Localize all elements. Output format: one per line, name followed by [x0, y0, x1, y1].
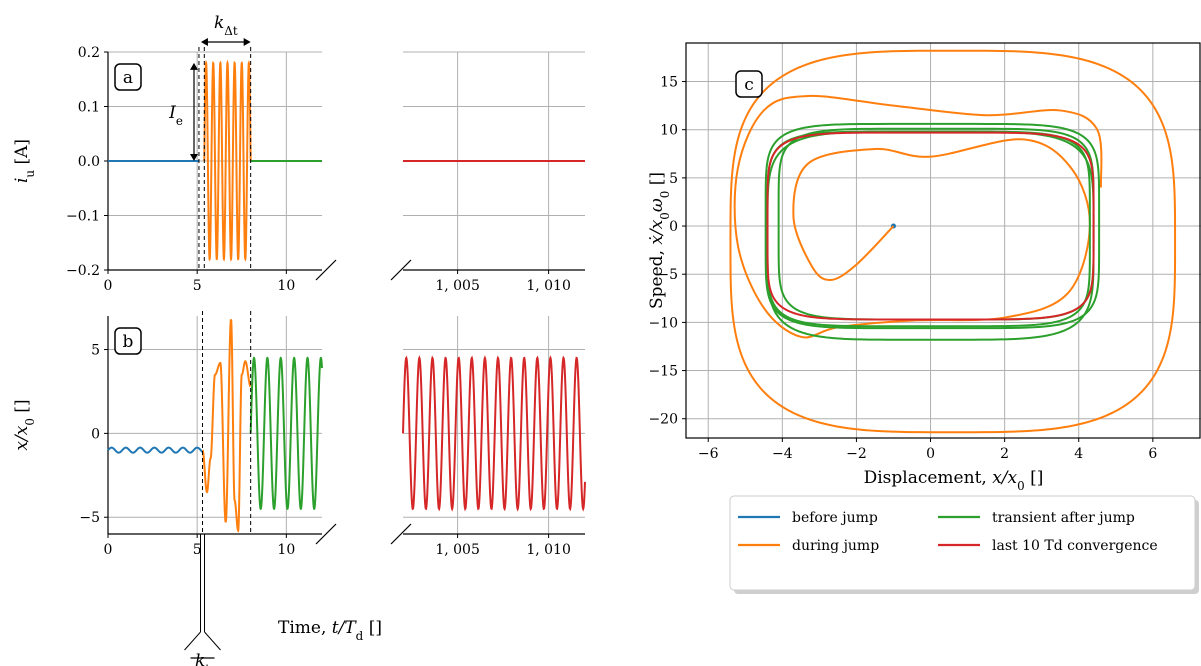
y-tick-label: 5: [669, 171, 678, 187]
x-tick-label: 1, 010: [526, 542, 571, 558]
panel-label: b: [123, 332, 134, 352]
axis-break: [315, 259, 337, 281]
legend: before jump during jump transient after ju…: [729, 495, 1199, 594]
x-tick-label: 5: [193, 278, 202, 294]
x-tick-label: 1, 005: [435, 542, 480, 558]
series-line-transient-after-jump: [764, 122, 1101, 330]
y-tick-label: −0.1: [66, 209, 100, 225]
ie-label: Ie: [168, 103, 183, 128]
y-tick-label: −20: [648, 412, 678, 428]
y-axis-label: iu [A]: [12, 139, 37, 183]
kt0-label: kt: [195, 651, 210, 666]
arrow-head: [200, 38, 208, 46]
legend-box: [729, 495, 1196, 591]
k-delta-t-label: kΔt: [214, 13, 238, 38]
series-line-transient-after-jump: [777, 127, 1095, 321]
panel-label: c: [744, 75, 754, 95]
series-line-transient-after-jump: [766, 130, 1091, 328]
axis-break: [315, 523, 337, 545]
series-line-during-jump: [201, 319, 252, 533]
plot-frame: [685, 42, 1201, 439]
x-tick-label: 1, 005: [435, 278, 480, 294]
legend-label: before jump: [792, 510, 878, 526]
panel-label-box: [114, 63, 142, 91]
y-tick-label: 10: [660, 123, 678, 139]
arrow-head: [190, 62, 198, 70]
x-tick-label: 6: [1148, 446, 1157, 462]
kt0-funnel: [184, 631, 221, 651]
series-line-last-10-Td-convergence: [766, 131, 1095, 321]
y-tick-label: 0.2: [78, 45, 100, 61]
legend-label: during jump: [792, 538, 879, 554]
axis-break: [390, 523, 412, 545]
series-line-transient-after-jump: [249, 356, 323, 511]
x-tick-label: 0: [926, 446, 935, 462]
y-tick-label: −0.2: [66, 263, 100, 279]
x-tick-label: 10: [277, 278, 295, 294]
y-tick-label: 5: [91, 343, 100, 359]
y-tick-label: −15: [648, 364, 678, 380]
x-axis-label: Displacement, x/x0 []: [864, 468, 1044, 493]
series-line-during-jump: [729, 49, 1177, 434]
y-tick-label: 0.0: [78, 154, 100, 170]
panel-a: −0.2 −0.1 0.0 0.1 0.2 0 5 10 1, 005 1, 010 a iu [A]: [12, 45, 585, 294]
y-axis-label: Speed, ẋ/x0ω0 []: [647, 172, 672, 309]
panel-label-box: [114, 327, 142, 355]
x-tick-label: 0: [104, 542, 113, 558]
y-tick-label: 0: [669, 219, 678, 235]
y-tick-label: −10: [648, 315, 678, 331]
y-axis-label: x/x0 []: [12, 399, 37, 450]
panel-label-box: [735, 70, 763, 98]
x-tick-label: 2: [1000, 446, 1009, 462]
time-axis-label: Time, t/Td []: [278, 618, 382, 643]
arrow-head: [243, 38, 251, 46]
series-line-before-jump: [107, 446, 204, 454]
arrow-head: [190, 154, 198, 161]
y-tick-label: 0: [91, 426, 100, 442]
series-line-last-10-Td-convergence: [402, 355, 586, 512]
x-tick-label: 4: [1074, 446, 1083, 462]
y-tick-label: −5: [79, 510, 100, 526]
legend-label: last 10 Td convergence: [992, 538, 1158, 554]
x-tick-label: −6: [698, 446, 719, 462]
annotations: kΔt Ie kt Time, t/Td []: [168, 13, 382, 666]
x-tick-label: 0: [104, 278, 113, 294]
legend-label: transient after jump: [992, 510, 1135, 526]
axis-break: [390, 259, 412, 281]
x-tick-label: −2: [846, 446, 867, 462]
y-tick-label: −5: [657, 267, 678, 283]
panel-label: a: [123, 68, 133, 88]
series-line-during-jump: [203, 59, 252, 262]
x-tick-label: −4: [772, 446, 793, 462]
x-tick-label: 10: [277, 542, 295, 558]
y-tick-label: 15: [660, 75, 678, 91]
x-tick-label: 5: [193, 542, 202, 558]
y-tick-label: 0.1: [78, 100, 100, 116]
x-tick-label: 1, 010: [526, 278, 571, 294]
